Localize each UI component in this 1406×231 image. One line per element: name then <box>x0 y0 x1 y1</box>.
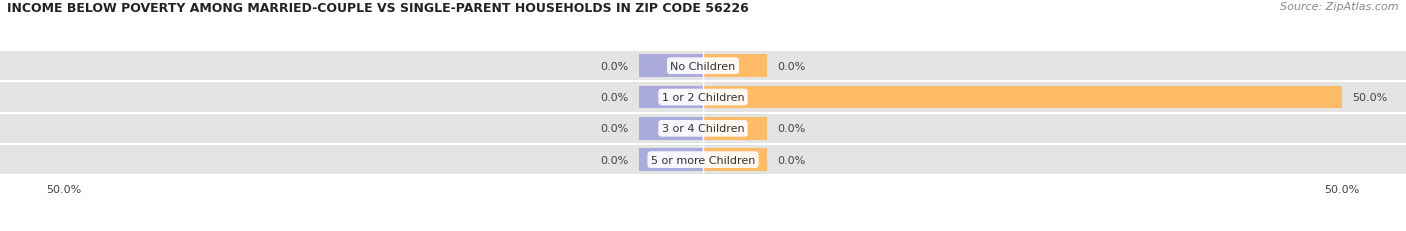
Text: 0.0%: 0.0% <box>778 155 806 165</box>
Bar <box>640 118 703 140</box>
Text: INCOME BELOW POVERTY AMONG MARRIED-COUPLE VS SINGLE-PARENT HOUSEHOLDS IN ZIP COD: INCOME BELOW POVERTY AMONG MARRIED-COUPL… <box>7 2 749 15</box>
Text: 0.0%: 0.0% <box>600 61 628 71</box>
Bar <box>703 55 766 78</box>
Text: No Children: No Children <box>671 61 735 71</box>
Text: 0.0%: 0.0% <box>778 61 806 71</box>
Text: 0.0%: 0.0% <box>600 93 628 103</box>
Bar <box>0 114 1406 143</box>
Bar <box>0 145 1406 175</box>
Bar <box>640 55 703 78</box>
Text: Source: ZipAtlas.com: Source: ZipAtlas.com <box>1281 2 1399 12</box>
Bar <box>0 83 1406 112</box>
Bar <box>703 86 1343 109</box>
Text: 5 or more Children: 5 or more Children <box>651 155 755 165</box>
Text: 0.0%: 0.0% <box>600 155 628 165</box>
Bar <box>703 118 766 140</box>
Bar <box>0 52 1406 81</box>
Text: 1 or 2 Children: 1 or 2 Children <box>662 93 744 103</box>
Text: 0.0%: 0.0% <box>778 124 806 134</box>
Text: 50.0%: 50.0% <box>1353 93 1388 103</box>
Bar <box>640 86 703 109</box>
Bar <box>703 149 766 171</box>
Text: 3 or 4 Children: 3 or 4 Children <box>662 124 744 134</box>
Bar <box>640 149 703 171</box>
Text: 0.0%: 0.0% <box>600 124 628 134</box>
